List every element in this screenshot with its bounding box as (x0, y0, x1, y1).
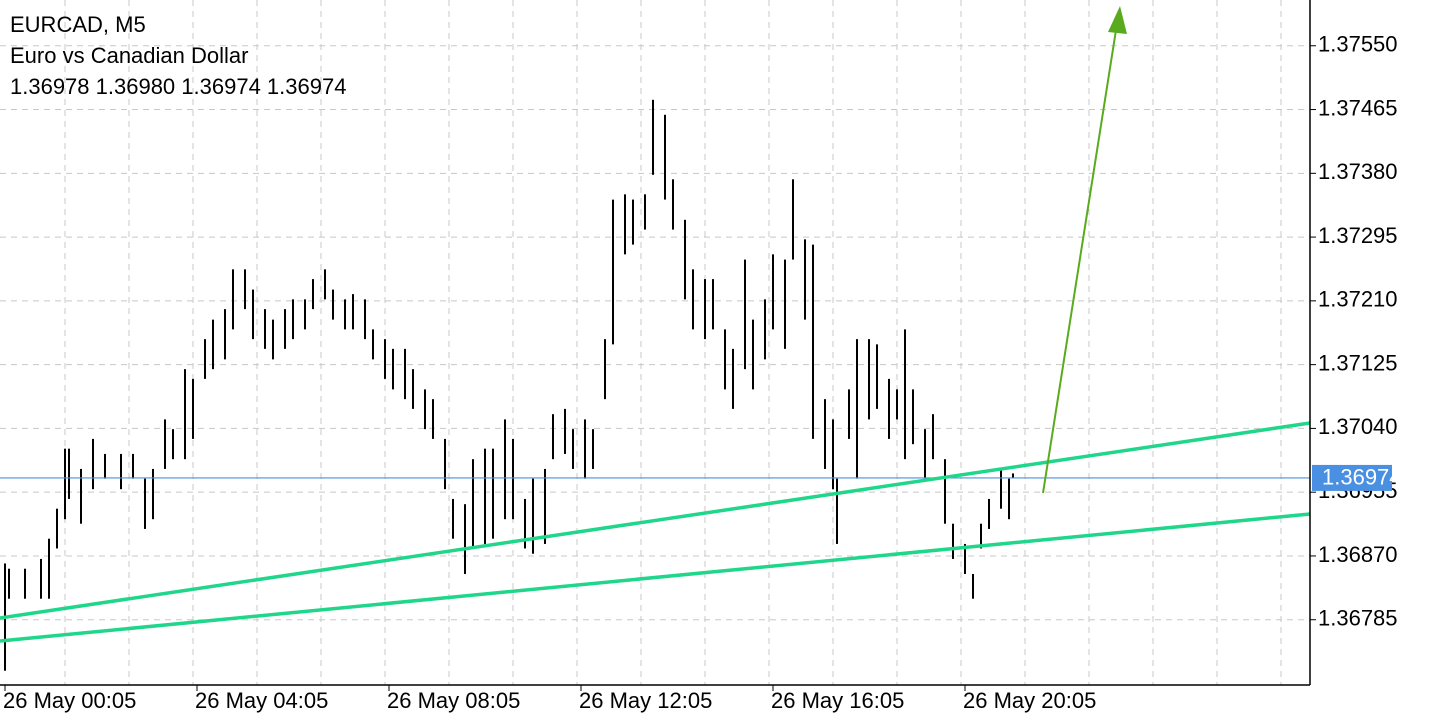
x-tick-label: 26 May 12:05 (579, 688, 712, 713)
y-tick-label: 1.37380 (1318, 159, 1398, 184)
y-tick-label: 1.37295 (1318, 223, 1398, 248)
arrow-line (1042, 29, 1117, 494)
chart-subtitle: Euro vs Canadian Dollar (10, 43, 248, 68)
axes: 1.37550 1.37465 1.37380 1.37295 1.37210 1.371… (3, 32, 1402, 713)
trend-line (0, 421, 1311, 620)
y-tick-label: 1.37465 (1318, 95, 1398, 120)
trend-drawings (0, 6, 1311, 643)
y-tick-label: 1.37550 (1318, 32, 1398, 57)
y-tick-label: 1.37125 (1318, 350, 1398, 375)
y-tick-label: 1.36870 (1318, 542, 1398, 567)
chart-title: EURCAD, M5 (10, 12, 146, 37)
x-tick-label: 26 May 00:05 (3, 688, 136, 713)
y-tick-label: 1.37210 (1318, 287, 1398, 312)
y-tick-label: 1.37040 (1318, 414, 1398, 439)
x-tick-label: 26 May 20:05 (963, 688, 1096, 713)
x-tick-label: 26 May 16:05 (771, 688, 904, 713)
grid (0, 0, 1310, 685)
x-tick-label: 26 May 04:05 (195, 688, 328, 713)
current-price-box (1312, 464, 1392, 491)
y-tick-label: 1.36785 (1318, 606, 1398, 631)
arrow-head (1108, 6, 1127, 34)
x-tick-label: 26 May 08:05 (387, 688, 520, 713)
current-price-label: 1.36974 (1322, 465, 1402, 490)
bars (0, 99, 1310, 671)
ohlc-readout: 1.36978 1.36980 1.36974 1.36974 (10, 74, 346, 99)
trend-line (0, 512, 1311, 643)
